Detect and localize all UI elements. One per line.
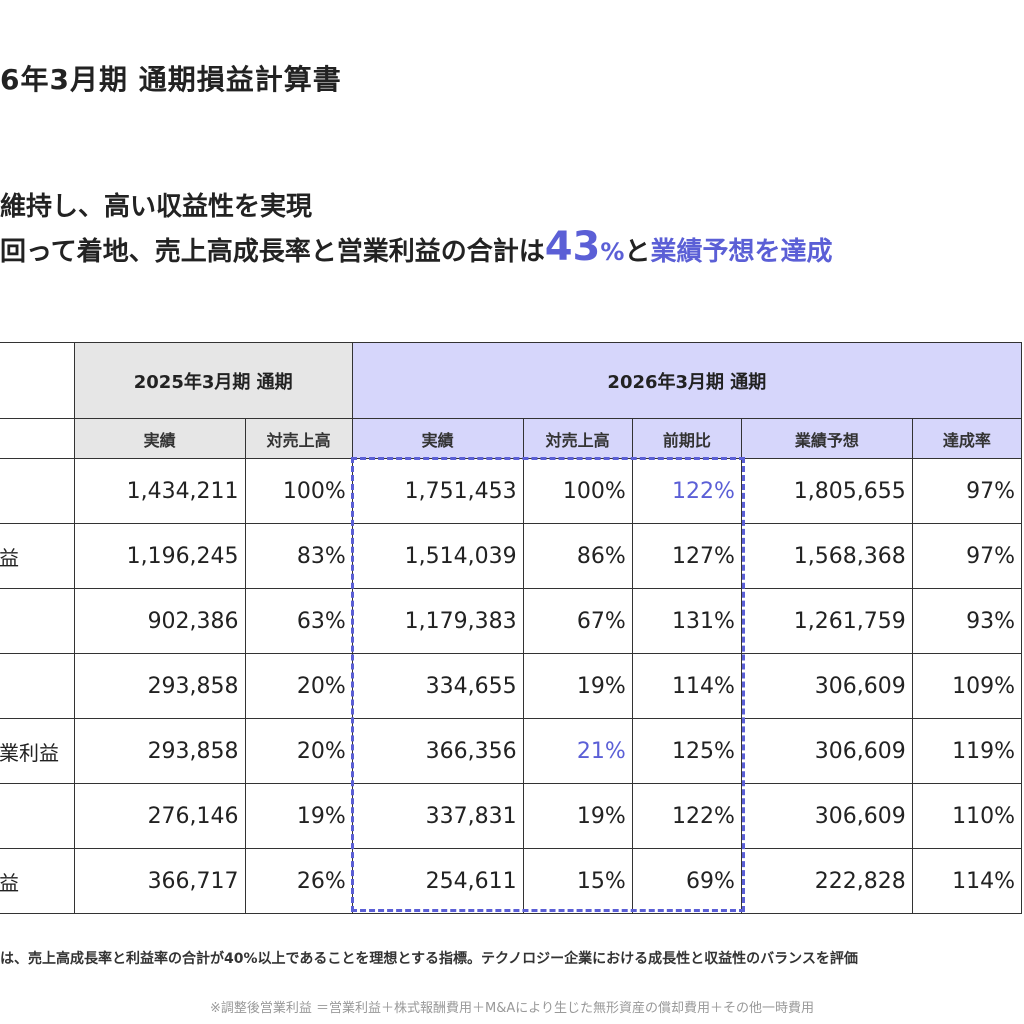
cell-2025-actual: 293,858 (73, 718, 246, 784)
cell-2026-ratio-highlight: 21% (522, 718, 633, 784)
subheader-2025-actual: 実績 (73, 418, 246, 459)
cell-2026-actual: 366,356 (351, 718, 524, 784)
cell-2026-actual: 1,751,453 (351, 458, 524, 524)
subheader-2026-actual: 実績 (351, 418, 524, 459)
cell-2026-ratio: 100% (522, 458, 633, 524)
cell-2026-ratio: 15% (522, 848, 633, 914)
cell-2025-ratio: 20% (244, 718, 353, 784)
table-row: 276,146 19% 337,831 19% 122% 306,609 110… (0, 783, 1023, 849)
row-label (0, 653, 75, 719)
subheader-2026-forecast: 業績予想 (740, 418, 913, 459)
cell-2026-forecast: 222,828 (740, 848, 913, 914)
cell-2026-forecast: 1,261,759 (740, 588, 913, 654)
headline-line-2: 回って着地、売上高成長率と営業利益の合計は43%と業績予想を達成 (0, 224, 832, 270)
headline-achievement: 業績予想を達成 (650, 237, 833, 267)
row-label (0, 458, 75, 524)
table-row: 業利益 293,858 20% 366,356 21% 125% 306,609… (0, 718, 1023, 784)
group-header-fy2025: 2025年3月期 通期 (73, 342, 353, 419)
row-label (0, 783, 75, 849)
cell-2026-actual: 337,831 (351, 783, 524, 849)
cell-2025-actual: 1,434,211 (73, 458, 246, 524)
headline-rule-value: 43 (544, 224, 601, 270)
cell-2026-yoy-highlight: 122% (631, 458, 742, 524)
table-row: 益 366,717 26% 254,611 15% 69% 222,828 11… (0, 848, 1023, 914)
page-title: 6年3月期 通期損益計算書 (0, 63, 342, 96)
group-header-fy2026: 2026年3月期 通期 (351, 342, 1023, 419)
adjusted-operating-profit-footnote: ※調整後営業利益 ＝営業利益＋株式報酬費用＋M&Aにより生じた無形資産の償却費用… (209, 1001, 814, 1016)
table-row: 293,858 20% 334,655 19% 114% 306,609 109… (0, 653, 1023, 719)
row-label (0, 588, 75, 654)
cell-2026-forecast: 306,609 (740, 783, 913, 849)
cell-2026-forecast: 306,609 (740, 653, 913, 719)
cell-2025-ratio: 19% (244, 783, 353, 849)
rule-of-40-note: は、売上高成長率と利益率の合計が40%以上であることを理想とする指標。テクノロジ… (0, 951, 858, 967)
cell-2026-achievement: 97% (911, 458, 1023, 524)
cell-2025-actual: 902,386 (73, 588, 246, 654)
cell-2025-ratio: 26% (244, 848, 353, 914)
table-row: 902,386 63% 1,179,383 67% 131% 1,261,759… (0, 588, 1023, 654)
cell-2025-ratio: 20% (244, 653, 353, 719)
cell-2025-ratio: 63% (244, 588, 353, 654)
table-row: 1,434,211 100% 1,751,453 100% 122% 1,805… (0, 458, 1023, 524)
cell-2026-yoy: 122% (631, 783, 742, 849)
cell-2026-actual: 254,611 (351, 848, 524, 914)
cell-2026-ratio: 19% (522, 783, 633, 849)
cell-2026-actual: 1,514,039 (351, 523, 524, 589)
table-row: 益 1,196,245 83% 1,514,039 86% 127% 1,568… (0, 523, 1023, 589)
subheader-2026-yoy: 前期比 (631, 418, 742, 459)
cell-2025-actual: 276,146 (73, 783, 246, 849)
row-label: 益 (0, 523, 75, 589)
cell-2026-actual: 1,179,383 (351, 588, 524, 654)
headline-text: 回って着地、売上高成長率と営業利益の合計は (0, 237, 545, 267)
cell-2025-ratio: 100% (244, 458, 353, 524)
income-statement-table: 2025年3月期 通期 2026年3月期 通期 実績 対売上高 実績 対売上高 … (0, 342, 1023, 914)
subheader-2025-ratio: 対売上高 (244, 418, 353, 459)
cell-2026-ratio: 19% (522, 653, 633, 719)
cell-2026-achievement: 119% (911, 718, 1023, 784)
cell-2026-ratio: 67% (522, 588, 633, 654)
row-label: 益 (0, 848, 75, 914)
subheader-2026-achievement: 達成率 (911, 418, 1023, 459)
headline-rule-percent: % (600, 238, 625, 266)
cell-2026-forecast: 306,609 (740, 718, 913, 784)
headline-line-1: 維持し、高い収益性を実現 (0, 192, 313, 222)
cell-2025-ratio: 83% (244, 523, 353, 589)
subheader-2026-ratio: 対売上高 (522, 418, 633, 459)
row-label: 業利益 (0, 718, 75, 784)
headline-connector: と (624, 237, 651, 267)
cell-2026-actual: 334,655 (351, 653, 524, 719)
header-corner (0, 342, 75, 419)
cell-2026-achievement: 109% (911, 653, 1023, 719)
cell-2025-actual: 1,196,245 (73, 523, 246, 589)
cell-2026-achievement: 110% (911, 783, 1023, 849)
cell-2026-yoy: 125% (631, 718, 742, 784)
cell-2026-yoy: 69% (631, 848, 742, 914)
cell-2026-achievement: 114% (911, 848, 1023, 914)
cell-2026-forecast: 1,805,655 (740, 458, 913, 524)
cell-2026-achievement: 97% (911, 523, 1023, 589)
cell-2026-forecast: 1,568,368 (740, 523, 913, 589)
cell-2026-yoy: 131% (631, 588, 742, 654)
cell-2026-yoy: 114% (631, 653, 742, 719)
cell-2026-ratio: 86% (522, 523, 633, 589)
cell-2025-actual: 366,717 (73, 848, 246, 914)
cell-2026-achievement: 93% (911, 588, 1023, 654)
subheader-label (0, 418, 75, 459)
cell-2025-actual: 293,858 (73, 653, 246, 719)
cell-2026-yoy: 127% (631, 523, 742, 589)
